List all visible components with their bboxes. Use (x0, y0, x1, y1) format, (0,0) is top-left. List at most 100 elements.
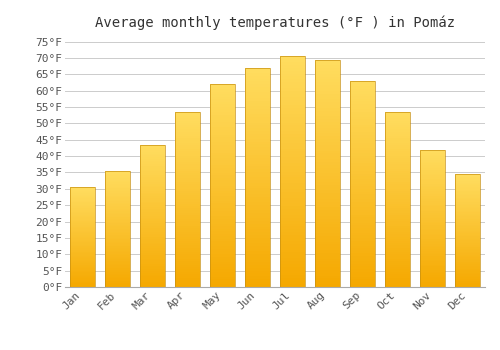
Bar (245, 131, 270, 133)
Bar (385, 239, 410, 241)
Bar (245, 205, 270, 208)
Bar (176, 136, 200, 138)
Bar (245, 133, 270, 136)
Bar (455, 195, 480, 197)
Bar (105, 219, 130, 220)
Bar (176, 112, 200, 114)
Bar (280, 206, 305, 209)
Bar (176, 217, 200, 219)
Bar (245, 251, 270, 254)
Bar (420, 191, 445, 192)
Bar (176, 226, 200, 228)
Bar (455, 199, 480, 201)
Bar (280, 267, 305, 270)
Bar (420, 246, 445, 247)
Bar (176, 191, 200, 193)
Bar (105, 213, 130, 215)
Bar (140, 148, 165, 150)
Bar (385, 226, 410, 228)
Bar (350, 225, 375, 228)
Bar (455, 204, 480, 205)
Bar (350, 112, 375, 114)
Bar (455, 225, 480, 226)
Bar (420, 158, 445, 160)
Bar (316, 125, 340, 128)
Bar (420, 186, 445, 187)
Bar (350, 230, 375, 233)
Bar (316, 259, 340, 261)
Bar (420, 160, 445, 162)
Bar (245, 155, 270, 158)
Bar (105, 228, 130, 229)
Bar (385, 154, 410, 156)
Bar (316, 94, 340, 97)
Bar (105, 201, 130, 203)
Bar (176, 127, 200, 130)
Bar (350, 138, 375, 140)
Bar (176, 199, 200, 202)
Bar (140, 225, 165, 226)
Bar (385, 118, 410, 121)
Bar (420, 247, 445, 249)
Bar (245, 117, 270, 120)
Bar (105, 194, 130, 196)
Bar (210, 188, 235, 191)
Bar (350, 107, 375, 109)
Bar (420, 225, 445, 227)
Bar (350, 223, 375, 225)
Bar (70, 207, 95, 208)
Bar (316, 208, 340, 210)
Bar (455, 231, 480, 232)
Bar (176, 232, 200, 234)
Bar (176, 276, 200, 278)
Bar (420, 213, 445, 215)
Bar (385, 259, 410, 261)
Bar (455, 218, 480, 219)
Bar (105, 274, 130, 275)
Bar (140, 195, 165, 196)
Bar (455, 252, 480, 253)
Bar (420, 234, 445, 236)
Bar (350, 194, 375, 197)
Bar (385, 206, 410, 208)
Bar (140, 248, 165, 250)
Bar (176, 134, 200, 136)
Bar (455, 257, 480, 259)
Bar (385, 164, 410, 167)
Bar (316, 185, 340, 188)
Bar (70, 198, 95, 200)
Bar (105, 226, 130, 228)
Bar (210, 206, 235, 208)
Bar (105, 233, 130, 235)
Bar (140, 243, 165, 244)
Bar (420, 280, 445, 282)
Bar (245, 260, 270, 262)
Bar (385, 221, 410, 224)
Bar (385, 180, 410, 182)
Bar (280, 163, 305, 166)
Bar (455, 236, 480, 238)
Bar (385, 204, 410, 206)
Bar (105, 235, 130, 236)
Bar (210, 117, 235, 120)
Bar (70, 231, 95, 232)
Bar (176, 247, 200, 250)
Bar (70, 197, 95, 198)
Bar (350, 81, 375, 83)
Bar (176, 243, 200, 245)
Bar (280, 143, 305, 146)
Bar (245, 281, 270, 284)
Bar (210, 254, 235, 257)
Bar (105, 171, 130, 287)
Bar (176, 237, 200, 239)
Bar (455, 274, 480, 276)
Bar (350, 228, 375, 230)
Bar (70, 208, 95, 210)
Bar (70, 266, 95, 267)
Bar (140, 284, 165, 285)
Bar (105, 197, 130, 198)
Bar (105, 188, 130, 190)
Bar (70, 248, 95, 250)
Bar (455, 250, 480, 252)
Bar (455, 249, 480, 250)
